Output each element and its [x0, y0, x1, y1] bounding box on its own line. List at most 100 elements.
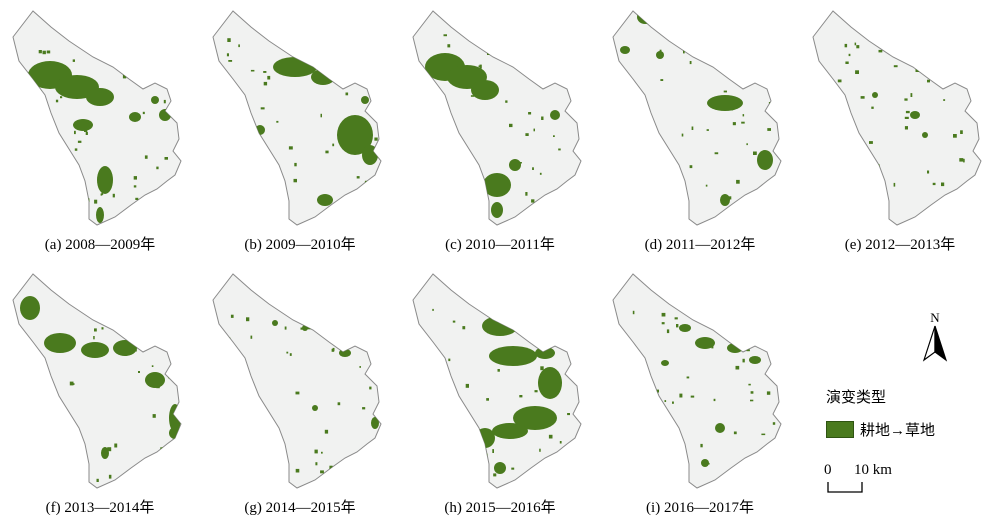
- change-speck: [917, 112, 919, 116]
- cropland-to-grassland-patches: [432, 291, 576, 485]
- change-patch: [101, 447, 109, 459]
- change-speck: [772, 422, 776, 425]
- change-speck: [100, 193, 103, 196]
- change-speck: [84, 129, 88, 132]
- change-speck: [915, 68, 919, 72]
- change-speck: [904, 98, 908, 101]
- change-patch: [73, 119, 93, 131]
- region-map: [812, 10, 982, 226]
- change-speck: [888, 26, 891, 30]
- change-speck: [146, 199, 150, 203]
- change-patch: [113, 340, 137, 356]
- change-speck: [766, 446, 769, 449]
- change-speck: [453, 218, 457, 222]
- change-speck: [716, 38, 719, 42]
- change-speck: [875, 193, 880, 196]
- change-speck: [960, 198, 964, 202]
- change-speck: [170, 74, 173, 78]
- change-speck: [558, 148, 561, 151]
- change-speck: [519, 395, 523, 398]
- change-speck: [288, 146, 293, 150]
- change-speck: [520, 162, 522, 164]
- cropland-to-grassland-patches: [425, 26, 574, 222]
- change-speck: [761, 433, 766, 436]
- north-arrow-icon: N: [922, 310, 948, 362]
- change-speck: [94, 328, 97, 332]
- change-speck: [227, 337, 231, 341]
- change-patch: [255, 125, 265, 135]
- change-speck: [527, 67, 529, 72]
- change-speck: [540, 366, 544, 371]
- change-speck: [869, 141, 873, 144]
- region-map: [12, 10, 182, 226]
- change-patch: [362, 145, 378, 165]
- change-speck: [497, 369, 500, 372]
- change-speck: [896, 34, 901, 39]
- change-speck: [452, 320, 456, 323]
- change-speck: [637, 213, 640, 218]
- change-speck: [111, 308, 114, 312]
- change-speck: [235, 450, 240, 453]
- change-speck: [230, 375, 232, 379]
- change-speck: [444, 422, 447, 425]
- change-speck: [58, 402, 61, 407]
- change-speck: [107, 99, 110, 101]
- change-speck: [246, 317, 250, 322]
- change-speck: [893, 65, 898, 68]
- change-speck: [661, 294, 665, 299]
- scale-end-label: 10 km: [854, 462, 892, 478]
- change-speck: [250, 69, 255, 72]
- change-speck: [714, 152, 719, 155]
- change-speck: [559, 441, 562, 444]
- change-speck: [172, 435, 177, 439]
- change-speck: [156, 386, 160, 389]
- change-speck: [531, 199, 535, 203]
- change-speck: [748, 383, 751, 386]
- change-speck: [227, 38, 231, 42]
- change-speck: [293, 178, 297, 183]
- change-speck: [284, 326, 287, 330]
- change-speck: [500, 37, 505, 41]
- change-patch: [637, 11, 653, 24]
- change-speck: [276, 120, 279, 123]
- change-speck: [85, 132, 88, 135]
- change-speck: [973, 94, 978, 99]
- change-speck: [428, 145, 432, 150]
- change-speck: [683, 49, 685, 54]
- change-speck: [686, 376, 690, 379]
- change-speck: [51, 334, 56, 337]
- change-patch: [489, 346, 537, 366]
- change-speck: [538, 200, 543, 205]
- change-speck: [291, 38, 294, 41]
- change-speck: [941, 182, 945, 187]
- change-speck: [114, 443, 118, 448]
- change-speck: [374, 137, 378, 141]
- change-speck: [325, 150, 329, 154]
- change-speck: [905, 110, 910, 114]
- change-speck: [98, 33, 102, 36]
- change-speck: [74, 130, 76, 135]
- map-panel-d: (d) 2011—2012年: [605, 5, 795, 255]
- change-patch: [492, 423, 528, 439]
- change-speck: [267, 75, 271, 80]
- change-patch: [749, 356, 761, 364]
- change-speck: [353, 470, 358, 474]
- change-speck: [67, 338, 71, 341]
- change-speck: [567, 482, 570, 485]
- change-speck: [138, 371, 140, 373]
- change-speck: [241, 390, 245, 395]
- change-speck: [755, 307, 759, 312]
- change-speck: [700, 298, 703, 302]
- change-speck: [723, 90, 727, 93]
- change-speck: [42, 50, 46, 55]
- change-patch: [491, 202, 503, 218]
- change-patch: [701, 459, 709, 467]
- change-patch: [273, 57, 317, 77]
- change-speck: [142, 111, 145, 115]
- change-speck: [534, 60, 537, 65]
- change-speck: [753, 151, 757, 155]
- change-patch: [872, 92, 878, 98]
- legend-item: 耕地→草地: [826, 419, 935, 439]
- change-speck: [711, 345, 714, 349]
- change-patch: [715, 423, 725, 433]
